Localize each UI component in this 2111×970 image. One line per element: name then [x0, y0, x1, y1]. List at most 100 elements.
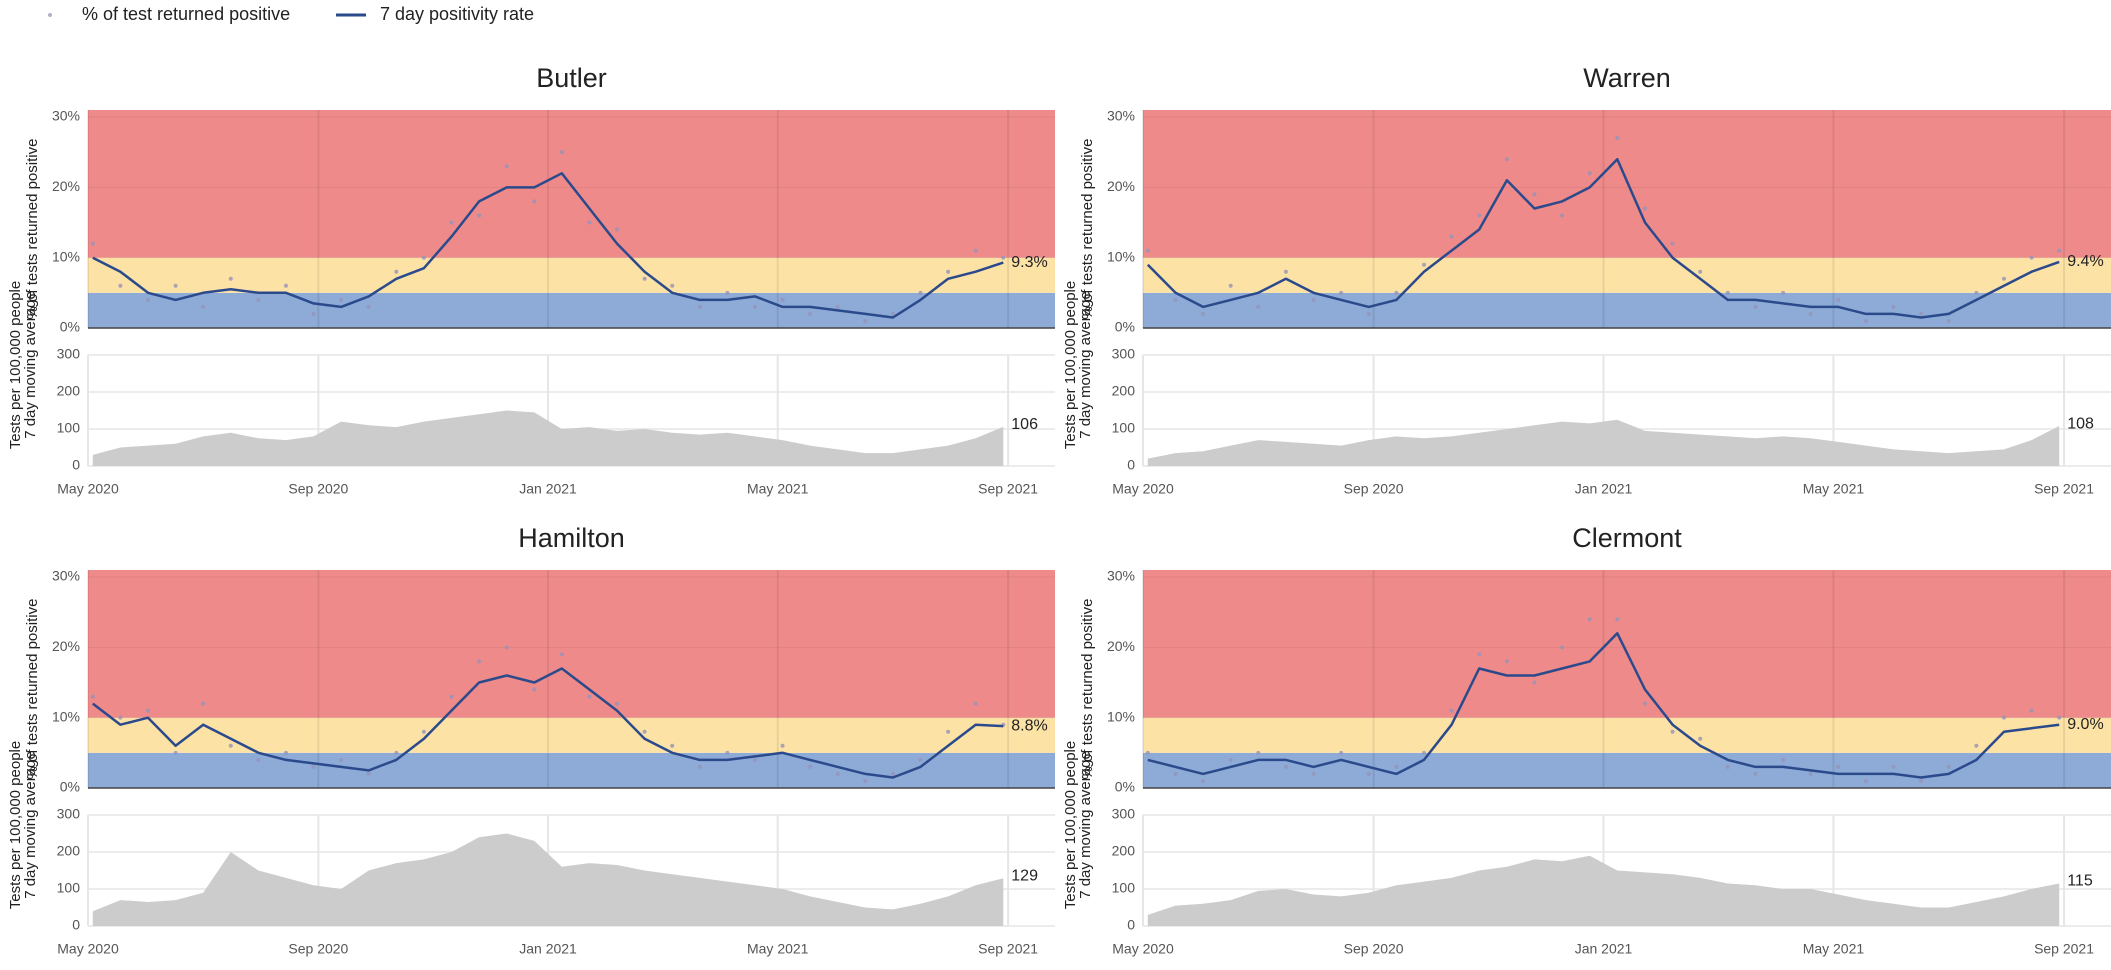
test-dot — [1145, 750, 1150, 755]
y-tick-label: 30% — [52, 108, 80, 124]
tests-end-label: 115 — [2067, 873, 2093, 890]
test-dot — [1504, 659, 1509, 664]
panel-title: Hamilton — [518, 523, 625, 553]
test-dot — [1670, 241, 1675, 246]
y-tick-label: 0% — [60, 319, 80, 335]
test-dot — [1339, 290, 1344, 295]
test-dot — [2057, 715, 2062, 720]
test-dot — [615, 227, 620, 232]
x-tick-label: May 2021 — [747, 481, 809, 497]
legend-dot-swatch — [48, 13, 52, 17]
test-dot — [973, 701, 978, 706]
test-dot — [725, 290, 730, 295]
y-tick-label: 20% — [52, 178, 80, 194]
test-dot — [863, 778, 868, 783]
test-dot — [1946, 318, 1951, 323]
panel-title: Warren — [1583, 63, 1671, 93]
positivity-end-label: 9.0% — [2067, 716, 2103, 733]
test-dot — [1615, 617, 1620, 622]
test-dot — [90, 694, 95, 699]
test-dot — [808, 311, 813, 316]
test-dot — [449, 220, 454, 225]
x-tick-label: May 2020 — [57, 481, 119, 497]
test-dot — [973, 248, 978, 253]
test-dot — [835, 304, 840, 309]
y-tick-label: 0 — [72, 457, 80, 473]
test-dot — [532, 687, 537, 692]
test-dot — [1283, 764, 1288, 769]
y-axis-label: Tests per 100,000 people — [1062, 741, 1079, 909]
test-dot — [1919, 311, 1924, 316]
positivity-end-label: 9.4% — [2067, 253, 2103, 270]
x-tick-label: May 2021 — [1803, 481, 1865, 497]
test-dot — [394, 269, 399, 274]
panel-title: Clermont — [1572, 523, 1682, 553]
test-dot — [1228, 757, 1233, 762]
x-tick-label: Sep 2021 — [978, 941, 1038, 957]
test-dot — [1311, 771, 1316, 776]
y-tick-label: 0 — [1127, 917, 1135, 933]
test-dot — [1781, 757, 1786, 762]
tests-area — [92, 833, 1004, 926]
panel: Clermont May 2020 Sep 2020 Jan 2021 May 2021… — [1062, 523, 2111, 957]
test-dot — [559, 150, 564, 155]
panel: Butler May 2020 Sep 2020 Jan 2021 May 2021 Se… — [7, 63, 1055, 497]
test-dot — [1560, 213, 1565, 218]
test-dot — [366, 304, 371, 309]
y-axis-label: Tests per 100,000 people — [1062, 281, 1079, 449]
x-tick-label: Sep 2021 — [2034, 481, 2094, 497]
test-dot — [587, 220, 592, 225]
tests-end-label: 108 — [2067, 415, 2094, 432]
x-tick-label: Sep 2020 — [288, 941, 348, 957]
test-dot — [421, 255, 426, 260]
test-dot — [642, 729, 647, 734]
test-dot — [311, 764, 316, 769]
test-dot — [1504, 157, 1509, 162]
y-axis-label: % of tests returned positive — [24, 139, 41, 320]
test-dot — [283, 283, 288, 288]
y-tick-label: 100 — [1112, 420, 1136, 436]
y-tick-label: 300 — [1112, 346, 1136, 362]
test-dot — [421, 729, 426, 734]
test-dot — [228, 276, 233, 281]
test-dot — [670, 283, 675, 288]
test-dot — [228, 743, 233, 748]
test-dot — [118, 283, 123, 288]
test-dot — [1366, 771, 1371, 776]
test-dot — [1394, 290, 1399, 295]
test-dot — [780, 297, 785, 302]
test-dot — [890, 311, 895, 316]
positivity-end-label: 8.8% — [1011, 717, 1047, 734]
test-dot — [1946, 764, 1951, 769]
test-dot — [1725, 290, 1730, 295]
test-dot — [1173, 297, 1178, 302]
test-dot — [1615, 136, 1620, 141]
test-dot — [1863, 318, 1868, 323]
y-axis-label: Tests per 100,000 people — [7, 281, 24, 449]
panel-title: Butler — [536, 63, 607, 93]
test-dot — [587, 694, 592, 699]
positivity-end-label: 9.3% — [1011, 254, 1047, 271]
y-tick-label: 100 — [1112, 880, 1136, 896]
y-tick-label: 300 — [1112, 806, 1136, 822]
test-dot — [201, 701, 206, 706]
test-dot — [1532, 680, 1537, 685]
test-dot — [835, 771, 840, 776]
test-dot — [256, 757, 261, 762]
test-dot — [890, 771, 895, 776]
test-dot — [1477, 652, 1482, 657]
test-dot — [1808, 311, 1813, 316]
test-dot — [1173, 771, 1178, 776]
test-dot — [752, 304, 757, 309]
zone-band — [88, 292, 1055, 328]
test-dot — [1256, 750, 1261, 755]
tests-area — [1147, 855, 2060, 926]
test-dot — [1974, 290, 1979, 295]
positivity-line — [92, 667, 1004, 779]
test-dot — [1974, 743, 1979, 748]
test-dot — [1781, 290, 1786, 295]
x-tick-label: May 2021 — [1803, 941, 1865, 957]
test-dot — [283, 750, 288, 755]
x-tick-label: Jan 2021 — [1575, 481, 1633, 497]
test-dot — [1366, 311, 1371, 316]
